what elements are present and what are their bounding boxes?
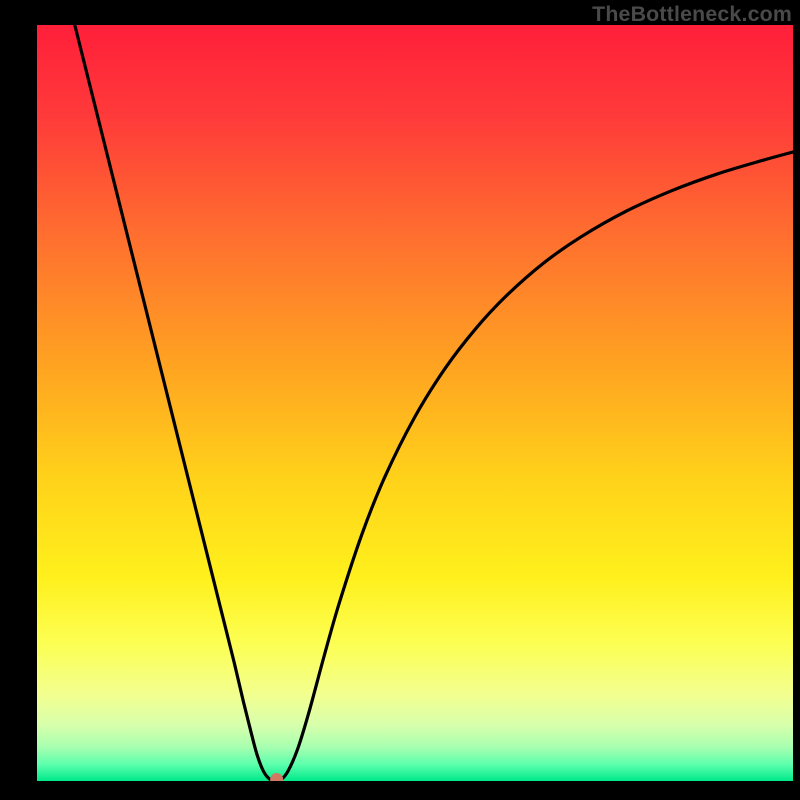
watermark-text: TheBottleneck.com <box>592 2 792 27</box>
chart-frame: TheBottleneck.com <box>0 0 800 800</box>
gradient-background <box>37 25 793 781</box>
plot-svg <box>37 25 793 781</box>
plot-area <box>37 25 793 781</box>
